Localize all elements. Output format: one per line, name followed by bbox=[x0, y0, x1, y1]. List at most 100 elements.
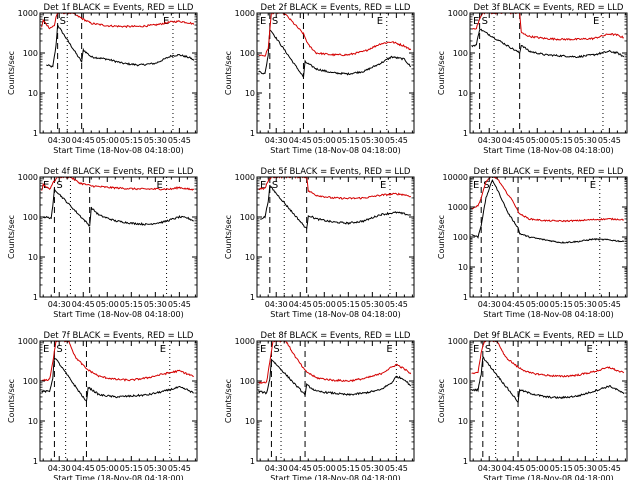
y-axis-label: Counts/sec bbox=[437, 379, 446, 423]
panel-title: Det 9f BLACK = Events, RED = LLD bbox=[474, 331, 624, 341]
x-tick-label: 05:30 bbox=[144, 136, 167, 145]
y-tick-label: 10 bbox=[245, 417, 255, 426]
flag-label: S bbox=[483, 180, 489, 191]
flag-label: E bbox=[386, 344, 392, 355]
flag-label: E bbox=[473, 344, 479, 355]
x-tick-label: 04:30 bbox=[48, 300, 71, 309]
x-tick-label: 05:30 bbox=[144, 300, 167, 309]
y-tick-label: 10 bbox=[245, 253, 255, 262]
panel-title: Det 8f BLACK = Events, RED = LLD bbox=[261, 331, 411, 341]
plot-frame bbox=[256, 340, 415, 462]
y-axis-label: Counts/sec bbox=[437, 51, 446, 95]
y-axis-label: Counts/sec bbox=[437, 215, 446, 259]
x-tick-label: 05:00 bbox=[313, 300, 336, 309]
panel-title: Det 3f BLACK = Events, RED = LLD bbox=[474, 3, 624, 13]
lld-series-line bbox=[258, 13, 412, 57]
y-tick-label: 100 bbox=[23, 49, 38, 58]
lld-series-line bbox=[41, 177, 195, 191]
y-tick-label: 100 bbox=[453, 377, 468, 386]
x-tick-label: 05:15 bbox=[337, 464, 360, 473]
x-tick-label: 04:45 bbox=[502, 136, 525, 145]
flag-label: E bbox=[473, 16, 479, 27]
x-tick-label: 05:00 bbox=[526, 136, 549, 145]
flag-label: S bbox=[272, 180, 278, 191]
flag-label: E bbox=[590, 180, 596, 191]
x-tick-label: 05:00 bbox=[313, 464, 336, 473]
panel-title: Det 1f BLACK = Events, RED = LLD bbox=[44, 3, 194, 13]
x-tick-label: 04:30 bbox=[48, 136, 71, 145]
events-series-line bbox=[46, 24, 195, 68]
x-axis-label: Start Time (18-Nov-08 04:18:00) bbox=[270, 474, 400, 480]
x-tick-label: 05:30 bbox=[361, 300, 384, 309]
plot-frame bbox=[469, 340, 628, 462]
flag-label: E bbox=[260, 344, 266, 355]
y-tick-label: 1 bbox=[463, 457, 468, 466]
plot-frame bbox=[256, 12, 415, 134]
x-tick-label: 04:45 bbox=[289, 464, 312, 473]
x-tick-label: 05:30 bbox=[361, 464, 384, 473]
y-tick-label: 100 bbox=[453, 233, 468, 242]
flag-label: S bbox=[482, 16, 488, 27]
flag-label: E bbox=[160, 344, 166, 355]
lld-series-line bbox=[471, 341, 625, 378]
x-axis-label: Start Time (18-Nov-08 04:18:00) bbox=[53, 146, 183, 155]
flag-label: E bbox=[157, 180, 163, 191]
events-series-line bbox=[41, 356, 194, 403]
x-tick-label: 04:45 bbox=[72, 464, 95, 473]
x-tick-label: 05:45 bbox=[385, 464, 408, 473]
x-tick-label: 04:30 bbox=[265, 136, 288, 145]
x-tick-label: 04:30 bbox=[478, 300, 501, 309]
y-tick-label: 100 bbox=[23, 213, 38, 222]
y-tick-label: 100 bbox=[453, 49, 468, 58]
x-tick-label: 05:45 bbox=[385, 136, 408, 145]
x-tick-label: 05:15 bbox=[120, 464, 143, 473]
flag-label: E bbox=[260, 16, 266, 27]
lld-series-line bbox=[41, 341, 194, 382]
x-tick-label: 05:00 bbox=[96, 136, 119, 145]
plot-frame bbox=[469, 12, 628, 134]
y-tick-label: 1 bbox=[33, 293, 38, 302]
flag-label: E bbox=[43, 180, 49, 191]
x-tick-label: 05:00 bbox=[526, 464, 549, 473]
x-tick-label: 05:15 bbox=[120, 136, 143, 145]
x-axis-label: Start Time (18-Nov-08 04:18:00) bbox=[53, 474, 183, 480]
x-tick-label: 05:00 bbox=[526, 300, 549, 309]
y-tick-label: 10 bbox=[28, 253, 38, 262]
x-tick-label: 05:45 bbox=[385, 300, 408, 309]
x-axis-label: Start Time (18-Nov-08 04:18:00) bbox=[483, 474, 613, 480]
x-tick-label: 05:30 bbox=[144, 464, 167, 473]
events-series-line bbox=[260, 184, 412, 230]
x-tick-label: 05:45 bbox=[598, 464, 621, 473]
panel-title: Det 5f BLACK = Events, RED = LLD bbox=[261, 167, 411, 177]
lld-series-line bbox=[471, 13, 624, 41]
x-tick-label: 05:15 bbox=[337, 300, 360, 309]
x-tick-label: 05:30 bbox=[574, 136, 597, 145]
x-tick-label: 05:00 bbox=[96, 300, 119, 309]
y-tick-label: 1 bbox=[250, 293, 255, 302]
y-tick-label: 100 bbox=[240, 49, 255, 58]
flag-label: E bbox=[593, 16, 599, 27]
y-tick-label: 1000 bbox=[235, 337, 255, 346]
flag-label: S bbox=[272, 16, 278, 27]
y-tick-label: 1000 bbox=[18, 173, 38, 182]
x-tick-label: 05:15 bbox=[337, 136, 360, 145]
y-tick-label: 1 bbox=[463, 129, 468, 138]
plot-frame bbox=[39, 176, 198, 298]
y-tick-label: 1 bbox=[250, 129, 255, 138]
x-tick-label: 04:30 bbox=[265, 464, 288, 473]
x-tick-label: 05:30 bbox=[574, 464, 597, 473]
events-series-line bbox=[471, 28, 625, 59]
y-axis-label: Counts/sec bbox=[7, 215, 16, 259]
x-tick-label: 04:45 bbox=[289, 136, 312, 145]
x-tick-label: 04:30 bbox=[48, 464, 71, 473]
y-axis-label: Counts/sec bbox=[224, 215, 233, 259]
x-tick-label: 05:00 bbox=[96, 464, 119, 473]
events-series-line bbox=[471, 356, 625, 404]
y-tick-label: 1 bbox=[33, 457, 38, 466]
y-tick-label: 10 bbox=[245, 89, 255, 98]
y-axis-label: Counts/sec bbox=[224, 379, 233, 423]
y-axis-label: Counts/sec bbox=[7, 51, 16, 95]
